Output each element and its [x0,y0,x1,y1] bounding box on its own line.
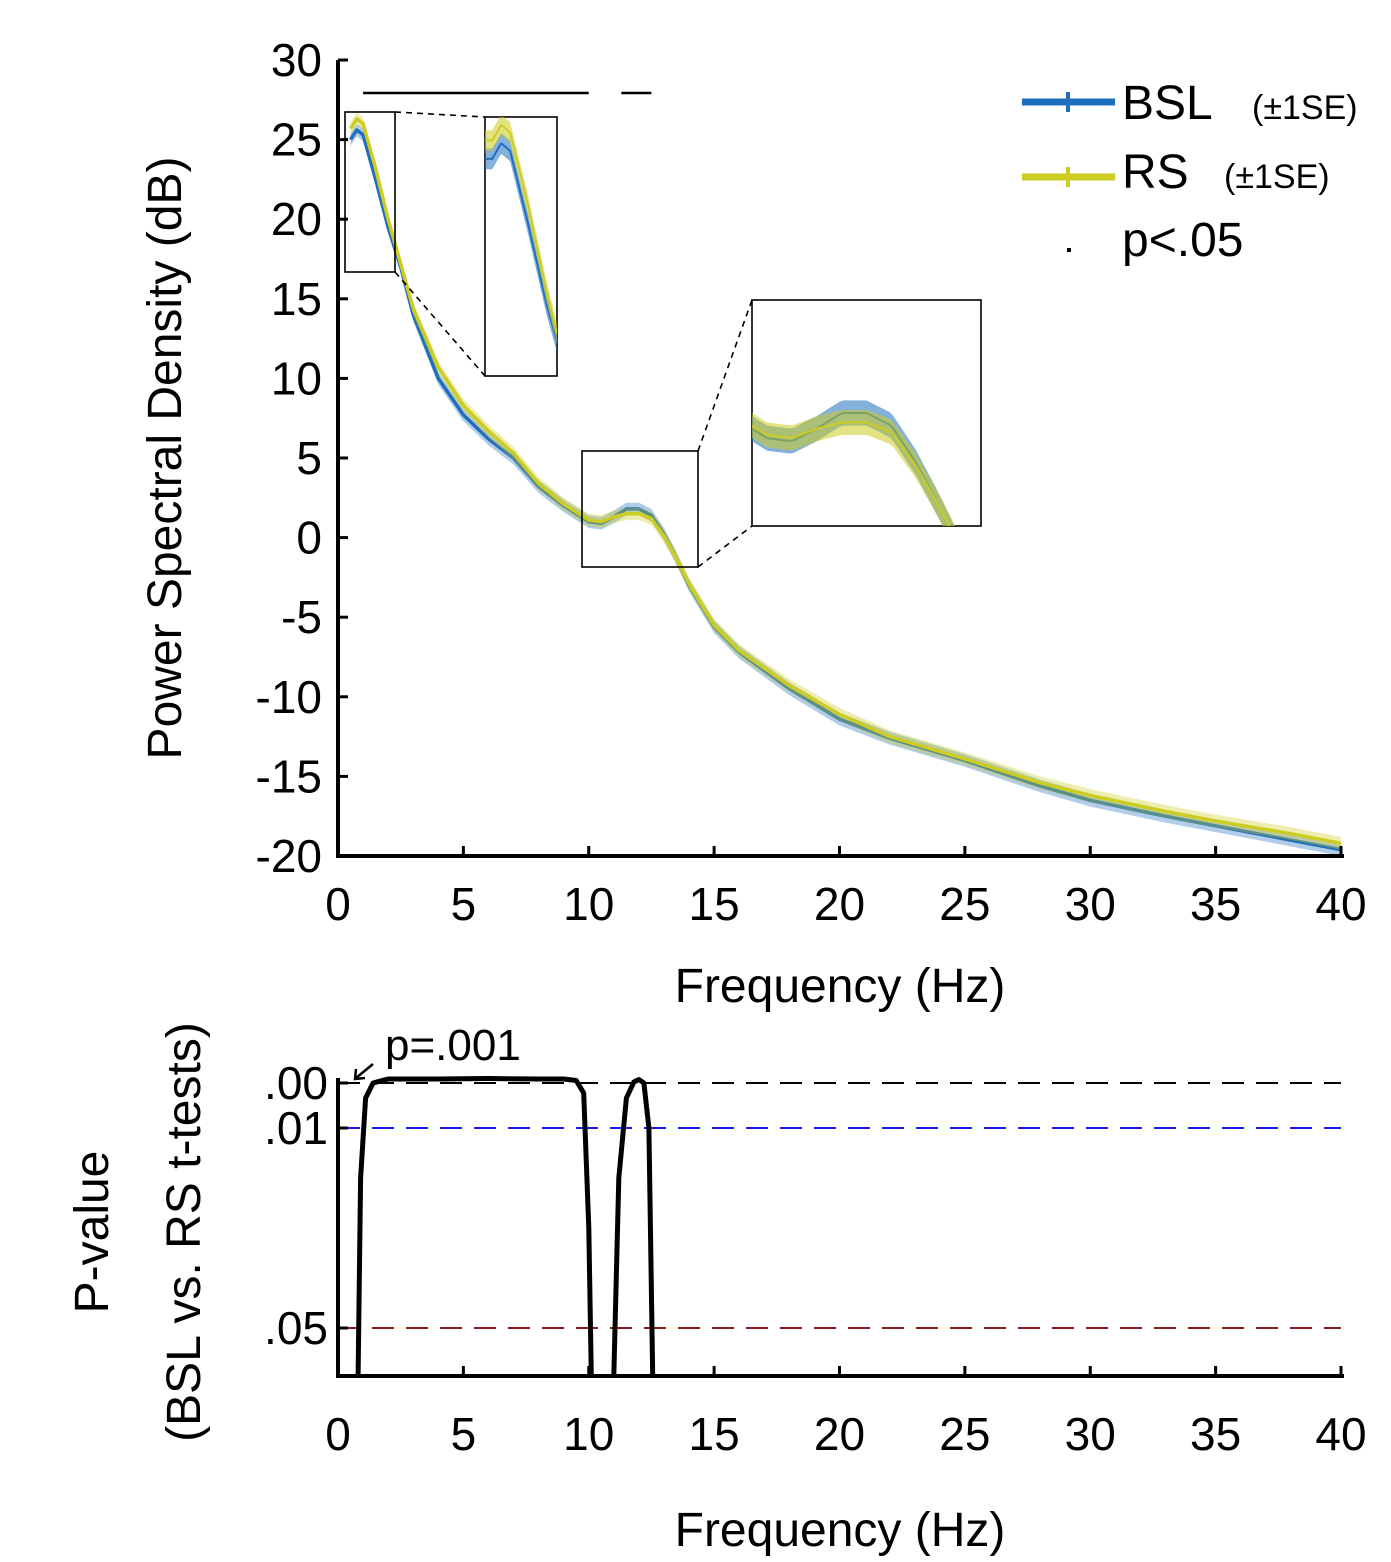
pvalue-curve-layer [355,1076,656,1377]
pvalue-curve-segment [355,1076,594,1377]
legend-se-rs: (±1SE) [1224,158,1330,196]
pvalue-curve-segment [611,1077,656,1377]
pvalue-x-axis-label: Frequency (Hz) [675,1504,1006,1557]
pvalue-y-tick-label: .00 [264,1057,328,1109]
psd-x-tick-label: 5 [451,878,477,930]
legend-label-rs: RS [1122,146,1189,199]
psd-x-tick-label: 15 [689,878,740,930]
legend-item-significance: p<.05 [1067,214,1243,267]
psd-y-tick-label: 0 [296,512,322,564]
pvalue-x-tick-label: 5 [451,1408,477,1460]
pvalue-annotation-arrow [353,1063,374,1081]
legend: BSL (±1SE) RS (±1SE) p<.05 [1022,77,1358,267]
zoom-inset-2-series [752,400,956,526]
zoom-connector-2a [697,299,753,452]
legend-label-significance: p<.05 [1122,214,1243,267]
pvalue-y-axis-label-2: (BSL vs. RS t-tests) [158,1022,211,1442]
psd-y-tick-label: 5 [296,432,322,484]
inset1-bsl-band [485,133,557,353]
pvalue-x-tick-label: 15 [689,1408,740,1460]
psd-x-tick-label: 30 [1065,878,1116,930]
pvalue-x-tick-label: 40 [1315,1408,1366,1460]
pvalue-annotation: p=.001 [385,1021,521,1070]
pvalue-x-tick-label: 30 [1065,1408,1116,1460]
inset2-rs-band [752,409,956,526]
pvalue-ticks: .00.01 .05 0 5 10 15 20 25 30 35 40 [264,1057,1367,1460]
inset2-rs-line [752,421,951,526]
inset1-bsl-line [485,142,557,343]
psd-x-axis-label: Frequency (Hz) [675,960,1006,1013]
series-rs-line [349,117,1342,846]
psd-series-layer [349,112,1342,856]
psd-y-tick-label: 25 [271,114,322,166]
psd-x-tick-label: 40 [1315,878,1366,930]
zoom-connector-1a [394,111,486,118]
zoom-region-1-box [344,111,396,273]
psd-y-tick-label: 30 [271,34,322,86]
psd-y-tick-label: 20 [271,193,322,245]
zoom-connector-2b [697,525,753,568]
legend-label-bsl: BSL [1122,77,1213,130]
psd-y-tick-label: -5 [281,591,322,643]
legend-item-rs: RS (±1SE) [1022,146,1330,199]
pvalue-y-tick-label: .05 [264,1302,328,1354]
pvalue-panel: .00.01 .05 0 5 10 15 20 25 30 35 40 p=.001 P-value… [66,1021,1367,1557]
psd-y-tick-label: -20 [256,830,322,882]
legend-swatch-significance [1067,248,1071,252]
psd-y-tick-label: -15 [256,750,322,802]
psd-y-tick-label: -10 [256,671,322,723]
pvalue-x-tick-label: 25 [939,1408,990,1460]
zoom-region-2-box [581,450,699,568]
inset1-rs-line [485,124,557,334]
pvalue-reference-lines [338,1082,1341,1329]
zoom-connector-1b [394,271,486,377]
psd-x-tick-label: 35 [1190,878,1241,930]
psd-y-tick-label: 10 [271,352,322,404]
pvalue-x-tick-label: 10 [563,1408,614,1460]
psd-x-tick-label: 25 [939,878,990,930]
pvalue-x-tick-label: 0 [325,1408,351,1460]
psd-x-tick-label: 10 [563,878,614,930]
pvalue-x-tick-label: 35 [1190,1408,1241,1460]
legend-se-bsl: (±1SE) [1252,89,1358,127]
legend-item-bsl: BSL (±1SE) [1022,77,1358,130]
psd-x-tick-label: 20 [814,878,865,930]
pvalue-y-tick-label: .01 [264,1102,328,1154]
zoom-inset-1-series [485,117,557,353]
pvalue-x-tick-label: 20 [814,1408,865,1460]
psd-x-tick-label: 0 [325,878,351,930]
psd-y-tick-label: 15 [271,273,322,325]
psd-y-axis-label: Power Spectral Density (dB) [139,157,192,760]
pvalue-y-axis-label: P-value [66,1151,119,1314]
